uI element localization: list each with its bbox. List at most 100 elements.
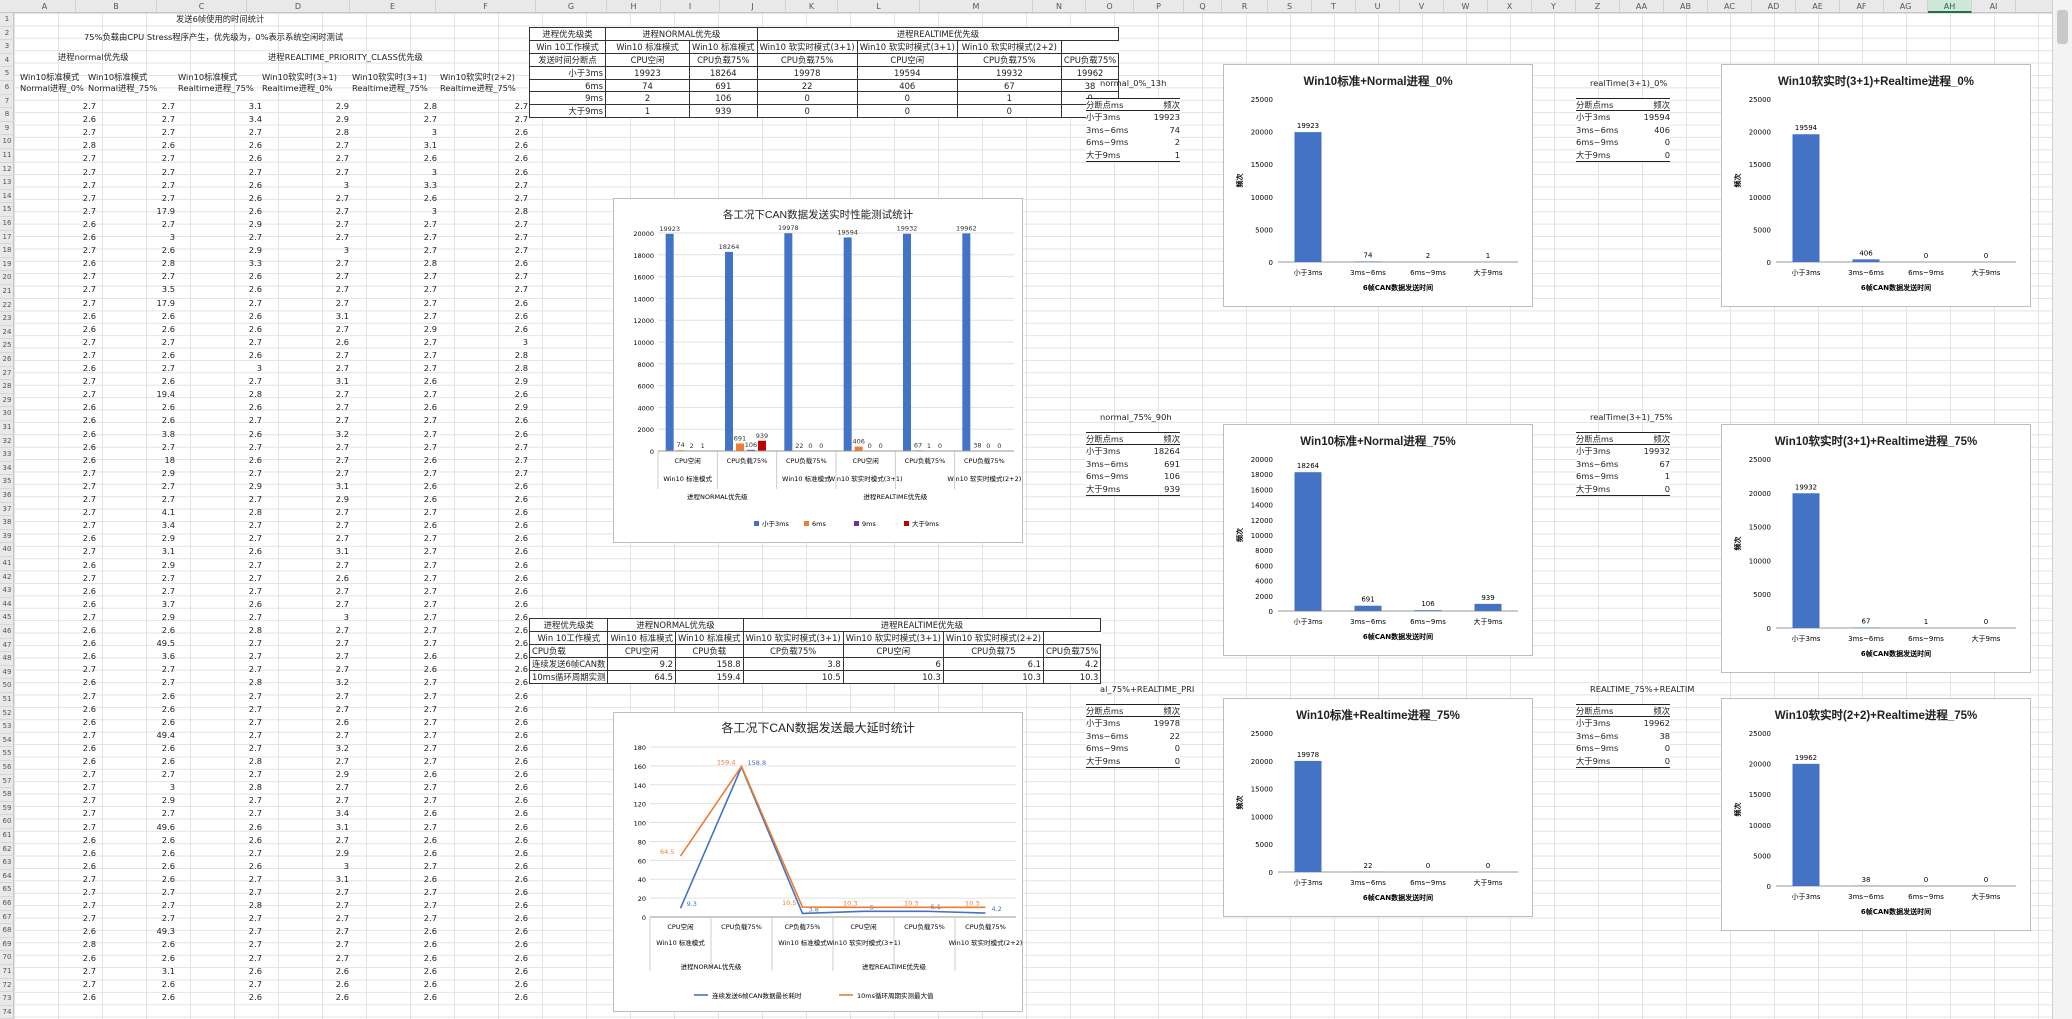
left-cell[interactable]: 2.7 [335,166,349,177]
t2-load-cell[interactable]: CPU空闲 [842,644,944,658]
t1-mode-cell[interactable]: Win10 软实时模式(2+2) [956,40,1062,54]
t1-cell[interactable]: 小于3ms [529,66,606,80]
t2-mode-cell[interactable]: Win10 标准模式 [607,631,676,645]
row-header[interactable]: 41 [0,557,14,571]
chart-6[interactable]: Win10软实时(3+1)+Realtime进程_75% 0 5000 10000 15… [1721,424,2031,673]
left-cell[interactable]: 2.7 [423,887,437,897]
t2-cell[interactable]: 4.2 [1042,657,1102,671]
left-cell[interactable]: 2.6 [248,192,262,203]
t1-cell[interactable]: 18264 [689,66,758,80]
t2-cell[interactable]: 6 [842,657,944,671]
row-header[interactable]: 20 [0,271,14,285]
left-cell[interactable]: 2.7 [248,978,262,989]
left-cell[interactable]: 2.6 [335,572,349,583]
left-cell[interactable]: 2.7 [335,363,349,373]
t1-cell[interactable]: 6ms [529,78,606,93]
left-cell[interactable]: 2.7 [335,507,349,518]
freq-count[interactable]: 0 [1174,755,1180,766]
left-cell[interactable]: 3.1 [335,821,349,832]
t1-load-cell[interactable]: CPU负载75% [956,53,1062,67]
column-header-F[interactable]: F [436,0,536,13]
left-cell[interactable]: 2.6 [514,690,528,701]
left-cell[interactable]: 17.9 [156,205,175,216]
left-cell[interactable]: 2.7 [248,808,262,819]
left-cell[interactable]: 2.7 [82,664,96,675]
left-cell[interactable]: 2.6 [423,153,437,164]
left-cell[interactable]: 2.7 [161,127,175,138]
chart-0[interactable]: 各工况下CAN数据发送实时性能测试统计 0 2000 4000 6000 8000 1000… [613,198,1023,543]
left-cell[interactable]: 2.7 [423,428,437,439]
scroll-thumb[interactable] [2057,10,2068,44]
left-cell[interactable]: 2.6 [248,179,262,190]
left-cell[interactable]: 2.7 [423,913,437,924]
row-header[interactable]: 73 [0,992,14,1006]
left-cell[interactable]: 2.6 [423,873,437,884]
row-header[interactable]: 30 [0,407,14,421]
left-cell[interactable]: 2.7 [248,664,262,675]
left-cell[interactable]: 2.7 [335,625,349,635]
left-cell[interactable]: 2.9 [514,402,528,413]
left-cell[interactable]: 2.7 [82,127,96,138]
row-header[interactable]: 55 [0,747,14,761]
left-cell[interactable]: 2.7 [335,415,349,426]
left-cell[interactable]: 2.7 [335,533,349,544]
left-cell[interactable]: 2.6 [248,349,262,360]
left-cell[interactable]: 2.7 [161,192,175,203]
t1-cell[interactable]: 67 [956,78,1062,93]
left-cell[interactable]: 2.6 [82,585,96,596]
left-cell[interactable]: 2.7 [335,690,349,701]
column-header-J[interactable]: J [720,0,786,13]
freq-range[interactable]: 6ms~9ms [1576,743,1619,754]
left-cell[interactable]: 2.7 [335,284,349,295]
left-cell[interactable]: 2.7 [423,559,437,570]
column-header-AG[interactable]: AG [1884,0,1928,13]
row-header[interactable]: 64 [0,870,14,884]
freq-range[interactable]: 6ms~9ms [1086,137,1129,148]
left-cell[interactable]: 2.6 [161,952,175,963]
row-header[interactable]: 29 [0,394,14,408]
left-cell[interactable]: 2.6 [423,965,437,976]
t1-mode-cell[interactable]: Win10 软实时模式(3+1) [756,40,858,54]
left-cell[interactable]: 2.6 [514,926,528,937]
freq-count[interactable]: 0 [1174,743,1180,754]
t2-cell[interactable]: 3.8 [742,657,844,671]
left-cell[interactable]: 2.6 [82,114,96,125]
left-cell[interactable]: 2.6 [514,153,528,164]
left-cell[interactable]: 2.6 [514,310,528,321]
left-cell[interactable]: 2.7 [161,153,175,164]
left-cell[interactable]: 3.1 [161,546,175,557]
left-cell[interactable]: 2.6 [514,952,528,963]
row-header[interactable]: 63 [0,856,14,870]
left-cell[interactable]: 2.7 [161,480,175,491]
t1-cell[interactable]: 9ms [529,91,606,105]
left-cell[interactable]: 2.6 [514,638,528,649]
freq-range[interactable]: 小于3ms [1576,718,1611,729]
t1-mode-cell[interactable]: Win10 软实时模式(3+1) [856,40,958,54]
left-cell[interactable]: 17.9 [156,297,175,308]
left-cell[interactable]: 2.6 [82,559,96,570]
left-cell[interactable]: 2.6 [514,965,528,976]
t1-load-cell[interactable]: CPU负载75% [1060,53,1120,67]
left-cell[interactable]: 2.6 [248,140,262,151]
freq-range[interactable]: 大于9ms [1576,483,1611,494]
left-cell[interactable]: 2.7 [82,297,96,308]
left-cell[interactable]: 2.6 [514,873,528,884]
left-cell[interactable]: 2.7 [161,363,175,373]
left-cell[interactable]: 3 [343,245,349,256]
freq-range[interactable]: 大于9ms [1576,755,1611,766]
left-cell[interactable]: 2.6 [514,703,528,714]
column-header-D[interactable]: D [247,0,350,13]
left-cell[interactable]: 2.6 [161,834,175,845]
left-cell[interactable]: 2.7 [248,651,262,662]
left-cell[interactable]: 2.7 [423,821,437,832]
t1-cell[interactable]: 0 [956,103,1062,118]
left-cell[interactable]: 49.5 [156,638,175,649]
t1-cell[interactable]: 大于9ms [529,103,606,118]
left-cell[interactable]: 2.6 [514,533,528,544]
left-cell[interactable]: 2.6 [514,559,528,570]
left-cell[interactable]: 2.7 [82,913,96,924]
t1-cell[interactable]: 2 [605,91,690,105]
chart-7[interactable]: Win10软实时(2+2)+Realtime进程_75% 0 5000 10000 15… [1721,698,2031,931]
row-header[interactable]: 6 [0,81,14,95]
left-cell[interactable]: 2.8 [248,389,262,400]
